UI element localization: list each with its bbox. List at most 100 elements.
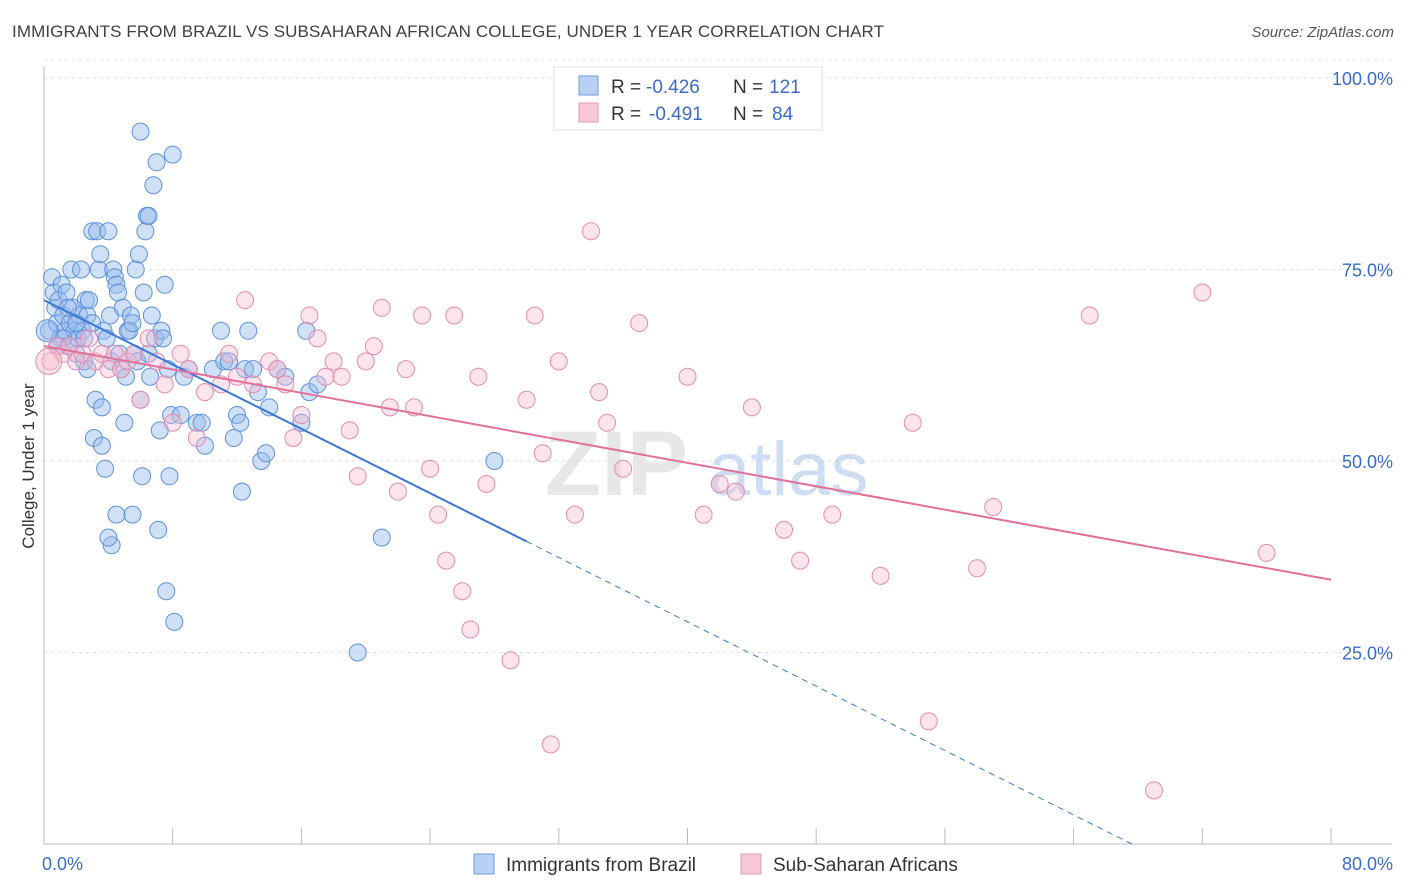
- legend-n-label-1: N =: [733, 77, 763, 98]
- point-subsaharan-80: [984, 498, 1003, 516]
- point-subsaharan-15: [139, 329, 158, 348]
- point-subsaharan-24: [220, 344, 238, 363]
- trend-line-subsaharan: [43, 345, 1332, 581]
- point-subsaharan-67: [630, 314, 649, 333]
- trend-line-brazil-extension: [526, 540, 1133, 845]
- point-brazil-49: [121, 306, 140, 325]
- point-brazil-61: [141, 367, 160, 386]
- legend-n-label-2: N =: [733, 104, 763, 125]
- point-brazil-38: [104, 260, 123, 279]
- legend-r-label-1: R =: [611, 77, 641, 98]
- series-brazil: [35, 122, 504, 662]
- watermark: ZIP atlas: [545, 413, 869, 515]
- point-brazil-69: [154, 329, 172, 348]
- point-subsaharan-68: [678, 367, 697, 386]
- y-axis-label: College, Under 1 year: [19, 383, 38, 549]
- point-subsaharan-18: [163, 413, 182, 432]
- legend-top: R = -0.426 N = 121 R = -0.491 N = 84: [553, 66, 823, 131]
- point-subsaharan-31: [284, 429, 303, 447]
- trend-lines: [43, 299, 1332, 845]
- point-brazil-107: [123, 505, 142, 524]
- point-brazil-75: [163, 145, 182, 164]
- point-subsaharan-57: [517, 390, 536, 409]
- y-tick-label-0: 100.0%: [1332, 69, 1393, 89]
- point-brazil-80: [187, 413, 206, 432]
- legend-bottom-label-subsaharan: Sub-Saharan Africans: [773, 855, 958, 876]
- legend-r-value-1: -0.426: [646, 77, 700, 98]
- point-subsaharan-9: [99, 360, 118, 379]
- legend-n-value-1: 121: [769, 77, 801, 98]
- point-subsaharan-65: [598, 413, 617, 432]
- point-subsaharan-17: [155, 375, 174, 394]
- point-brazil-cluster: [35, 319, 59, 343]
- point-brazil-108: [107, 505, 126, 524]
- point-subsaharan-33: [300, 306, 319, 325]
- point-subsaharan-52: [453, 582, 472, 601]
- point-brazil-106: [485, 452, 504, 470]
- point-brazil-115: [59, 298, 78, 317]
- point-brazil-84: [212, 321, 230, 340]
- point-brazil-74: [162, 406, 181, 424]
- point-subsaharan-48: [421, 459, 440, 478]
- point-subsaharan-79: [968, 559, 987, 578]
- y-tick-label-2: 50.0%: [1342, 452, 1393, 472]
- legend-top-box: [553, 66, 823, 131]
- point-brazil-52: [126, 260, 145, 279]
- point-subsaharan-44: [388, 482, 407, 501]
- point-subsaharan-77: [903, 413, 922, 432]
- point-brazil-39: [105, 268, 124, 287]
- point-brazil-105: [372, 528, 391, 547]
- point-subsaharan-82: [1145, 781, 1163, 800]
- point-subsaharan-53: [461, 620, 480, 639]
- point-brazil-29: [89, 260, 108, 279]
- point-brazil-65: [147, 153, 166, 172]
- point-brazil-30: [91, 245, 110, 264]
- point-subsaharan-26: [236, 291, 255, 310]
- point-brazil-40: [107, 275, 126, 294]
- legend-pink-swatch: [578, 102, 599, 123]
- point-brazil-50: [123, 314, 142, 333]
- point-brazil-45: [115, 413, 134, 432]
- point-subsaharan-36: [324, 352, 343, 371]
- point-brazil-90: [232, 482, 251, 501]
- point-brazil-60: [139, 206, 158, 225]
- point-brazil-93: [244, 360, 263, 379]
- point-subsaharan-61: [549, 352, 568, 371]
- point-subsaharan-62: [565, 505, 584, 524]
- legend-r-value-2: -0.491: [649, 104, 703, 125]
- point-subsaharan-39: [348, 467, 367, 486]
- point-subsaharan-69: [694, 505, 713, 524]
- point-brazil-96: [257, 444, 275, 463]
- point-subsaharan-21: [187, 429, 206, 447]
- point-brazil-56: [133, 467, 152, 486]
- legend-bottom: Immigrants from Brazil Sub-Saharan Afric…: [473, 853, 958, 876]
- point-subsaharan-cluster: [35, 347, 63, 375]
- point-subsaharan-72: [742, 398, 761, 417]
- legend-bottom-label-brazil: Immigrants from Brazil: [506, 855, 696, 876]
- point-subsaharan-32: [292, 406, 311, 424]
- point-brazil-119: [131, 122, 150, 141]
- point-brazil-89: [231, 413, 250, 432]
- point-brazil-92: [239, 321, 258, 340]
- point-brazil-111: [92, 436, 111, 455]
- point-brazil-81: [192, 413, 211, 432]
- point-subsaharan-78: [919, 712, 938, 731]
- legend-blue-swatch: [578, 75, 599, 96]
- point-subsaharan-64: [590, 383, 608, 402]
- legend-bottom-blue-swatch: [473, 853, 495, 875]
- point-subsaharan-47: [413, 306, 432, 325]
- point-subsaharan-71: [726, 482, 745, 501]
- point-brazil-117: [75, 329, 94, 348]
- tick-labels: 100.0% 75.0% 50.0% 25.0% 0.0% 80.0%: [42, 69, 1393, 874]
- point-brazil-27: [86, 390, 105, 409]
- source-credit: Source: ZipAtlas.com: [1251, 24, 1394, 41]
- point-subsaharan-6: [80, 329, 98, 348]
- point-subsaharan-29: [268, 360, 287, 379]
- point-brazil-31: [92, 398, 111, 417]
- point-brazil-110: [99, 528, 118, 547]
- point-subsaharan-73: [775, 520, 793, 539]
- point-subsaharan-60: [541, 735, 560, 754]
- point-subsaharan-40: [356, 352, 375, 371]
- point-brazil-41: [109, 283, 127, 302]
